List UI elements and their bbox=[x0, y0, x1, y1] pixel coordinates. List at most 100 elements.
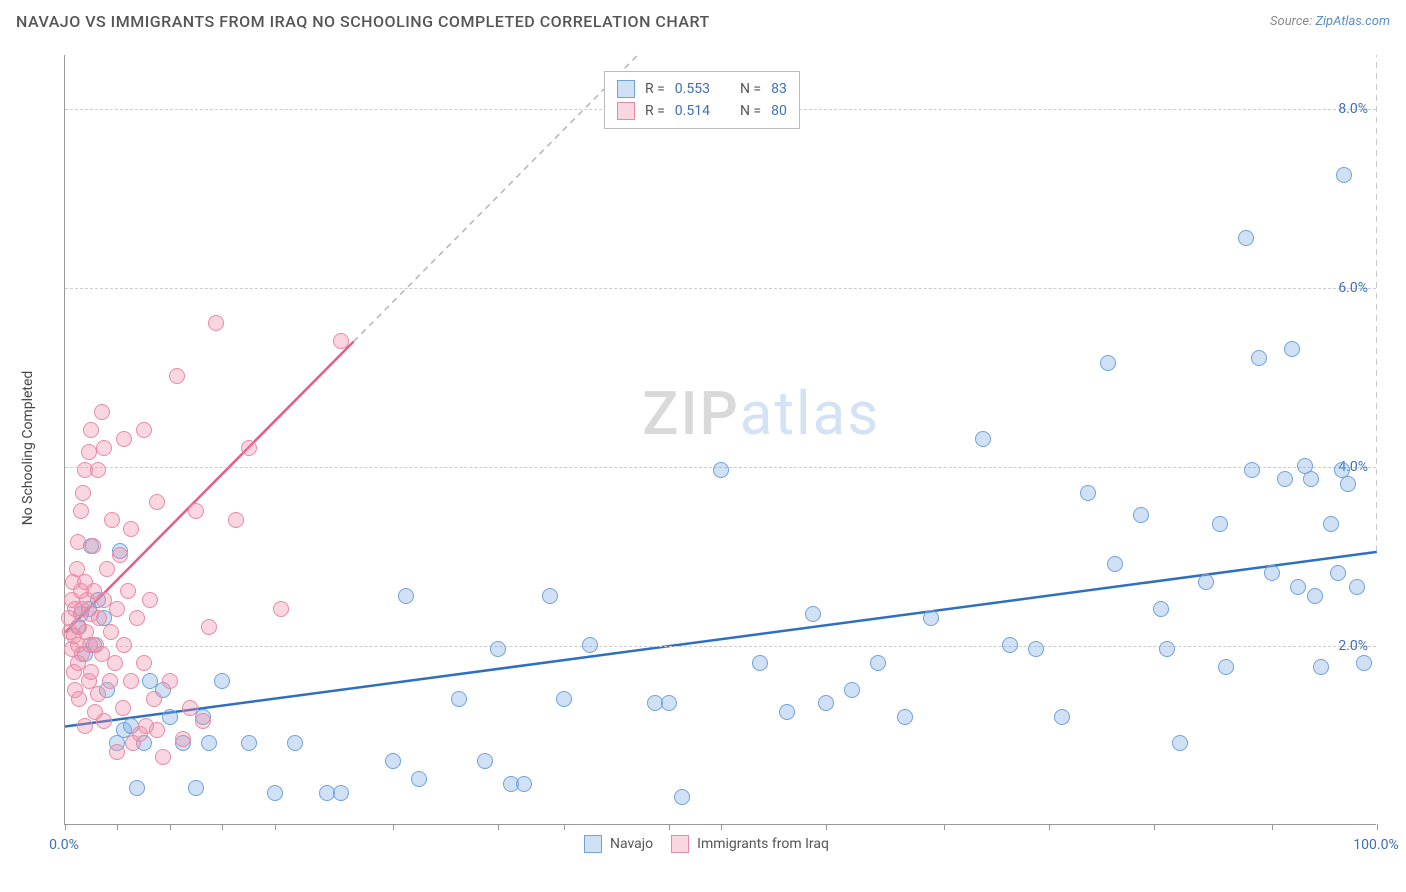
legend-row-iraq: R =0.514N =80 bbox=[617, 100, 787, 122]
legend-row-navajo: R =0.553N =83 bbox=[617, 78, 787, 100]
legend-item-iraq: Immigrants from Iraq bbox=[671, 835, 829, 853]
data-point-navajo bbox=[241, 735, 257, 751]
data-point-iraq bbox=[208, 315, 224, 331]
data-point-navajo bbox=[1290, 579, 1306, 595]
x-tick-mark bbox=[275, 824, 276, 830]
data-point-navajo bbox=[923, 610, 939, 626]
data-point-iraq bbox=[142, 592, 158, 608]
data-point-navajo bbox=[1284, 341, 1300, 357]
data-point-navajo bbox=[1238, 230, 1254, 246]
source-link[interactable]: ZipAtlas.com bbox=[1315, 14, 1390, 29]
r-value: 0.514 bbox=[675, 100, 710, 122]
data-point-iraq bbox=[136, 422, 152, 438]
data-point-iraq bbox=[107, 655, 123, 671]
data-point-iraq bbox=[109, 744, 125, 760]
watermark: ZIPatlas bbox=[642, 378, 880, 449]
x-tick-mark bbox=[222, 824, 223, 830]
data-point-navajo bbox=[1356, 655, 1372, 671]
data-point-navajo bbox=[1107, 556, 1123, 572]
watermark-zip: ZIP bbox=[642, 378, 739, 449]
data-point-navajo bbox=[1340, 476, 1356, 492]
data-point-iraq bbox=[123, 521, 139, 537]
series-legend: Navajo Immigrants from Iraq bbox=[584, 835, 829, 853]
data-point-iraq bbox=[103, 624, 119, 640]
data-point-iraq bbox=[188, 503, 204, 519]
x-tick-label: 100.0% bbox=[1353, 837, 1398, 853]
source-attribution: Source: ZipAtlas.com bbox=[1270, 14, 1390, 29]
data-point-navajo bbox=[267, 785, 283, 801]
x-tick-mark bbox=[117, 824, 118, 830]
data-point-navajo bbox=[1028, 641, 1044, 657]
x-tick-label: 0.0% bbox=[49, 837, 79, 853]
data-point-iraq bbox=[123, 673, 139, 689]
data-point-iraq bbox=[104, 512, 120, 528]
data-point-iraq bbox=[241, 440, 257, 456]
gridline-h bbox=[65, 646, 1376, 647]
data-point-navajo bbox=[1218, 659, 1234, 675]
y-tick-label: 8.0% bbox=[1338, 101, 1368, 117]
legend-swatch bbox=[584, 835, 602, 853]
data-point-navajo bbox=[582, 637, 598, 653]
data-point-navajo bbox=[333, 785, 349, 801]
data-point-navajo bbox=[1159, 641, 1175, 657]
legend-item-navajo: Navajo bbox=[584, 835, 653, 853]
data-point-iraq bbox=[102, 673, 118, 689]
data-point-iraq bbox=[116, 637, 132, 653]
data-point-navajo bbox=[398, 588, 414, 604]
data-point-navajo bbox=[1002, 637, 1018, 653]
data-point-iraq bbox=[96, 713, 112, 729]
x-tick-mark bbox=[1049, 824, 1050, 830]
x-tick-mark bbox=[1377, 824, 1378, 830]
x-tick-mark bbox=[498, 824, 499, 830]
n-label: N = bbox=[740, 78, 761, 100]
data-point-iraq bbox=[201, 619, 217, 635]
data-point-iraq bbox=[90, 686, 106, 702]
data-point-iraq bbox=[75, 485, 91, 501]
data-point-navajo bbox=[287, 735, 303, 751]
data-point-navajo bbox=[1313, 659, 1329, 675]
data-point-iraq bbox=[77, 718, 93, 734]
data-point-iraq bbox=[175, 731, 191, 747]
data-point-iraq bbox=[115, 700, 131, 716]
data-point-iraq bbox=[109, 601, 125, 617]
data-point-iraq bbox=[149, 722, 165, 738]
legend-swatch bbox=[671, 835, 689, 853]
data-point-iraq bbox=[71, 691, 87, 707]
data-point-navajo bbox=[1277, 471, 1293, 487]
data-point-navajo bbox=[1303, 471, 1319, 487]
data-point-iraq bbox=[83, 664, 99, 680]
data-point-navajo bbox=[1080, 485, 1096, 501]
x-tick-mark bbox=[170, 824, 171, 830]
x-tick-mark bbox=[826, 824, 827, 830]
data-point-iraq bbox=[129, 610, 145, 626]
data-point-navajo bbox=[1323, 516, 1339, 532]
legend-label: Navajo bbox=[610, 836, 653, 852]
chart-header: NAVAJO VS IMMIGRANTS FROM IRAQ NO SCHOOL… bbox=[0, 0, 1406, 39]
data-point-navajo bbox=[1172, 735, 1188, 751]
data-point-iraq bbox=[91, 610, 107, 626]
data-point-navajo bbox=[661, 695, 677, 711]
data-point-navajo bbox=[516, 776, 532, 792]
data-point-iraq bbox=[228, 512, 244, 528]
data-point-navajo bbox=[752, 655, 768, 671]
data-point-navajo bbox=[713, 462, 729, 478]
data-point-navajo bbox=[1307, 588, 1323, 604]
data-point-navajo bbox=[1336, 167, 1352, 183]
y-tick-label: 2.0% bbox=[1338, 638, 1368, 654]
data-point-iraq bbox=[136, 655, 152, 671]
data-point-navajo bbox=[897, 709, 913, 725]
trendline-navajo bbox=[65, 552, 1377, 727]
plot-region: ZIPatlas 2.0%4.0%6.0%8.0% bbox=[64, 55, 1376, 825]
data-point-navajo bbox=[805, 606, 821, 622]
data-point-navajo bbox=[490, 641, 506, 657]
x-tick-mark bbox=[65, 824, 66, 830]
data-point-iraq bbox=[146, 691, 162, 707]
data-point-navajo bbox=[1244, 462, 1260, 478]
data-point-iraq bbox=[94, 404, 110, 420]
x-tick-mark bbox=[721, 824, 722, 830]
data-point-navajo bbox=[556, 691, 572, 707]
r-label: R = bbox=[645, 78, 665, 100]
data-point-navajo bbox=[477, 753, 493, 769]
data-point-iraq bbox=[333, 333, 349, 349]
data-point-navajo bbox=[1133, 507, 1149, 523]
